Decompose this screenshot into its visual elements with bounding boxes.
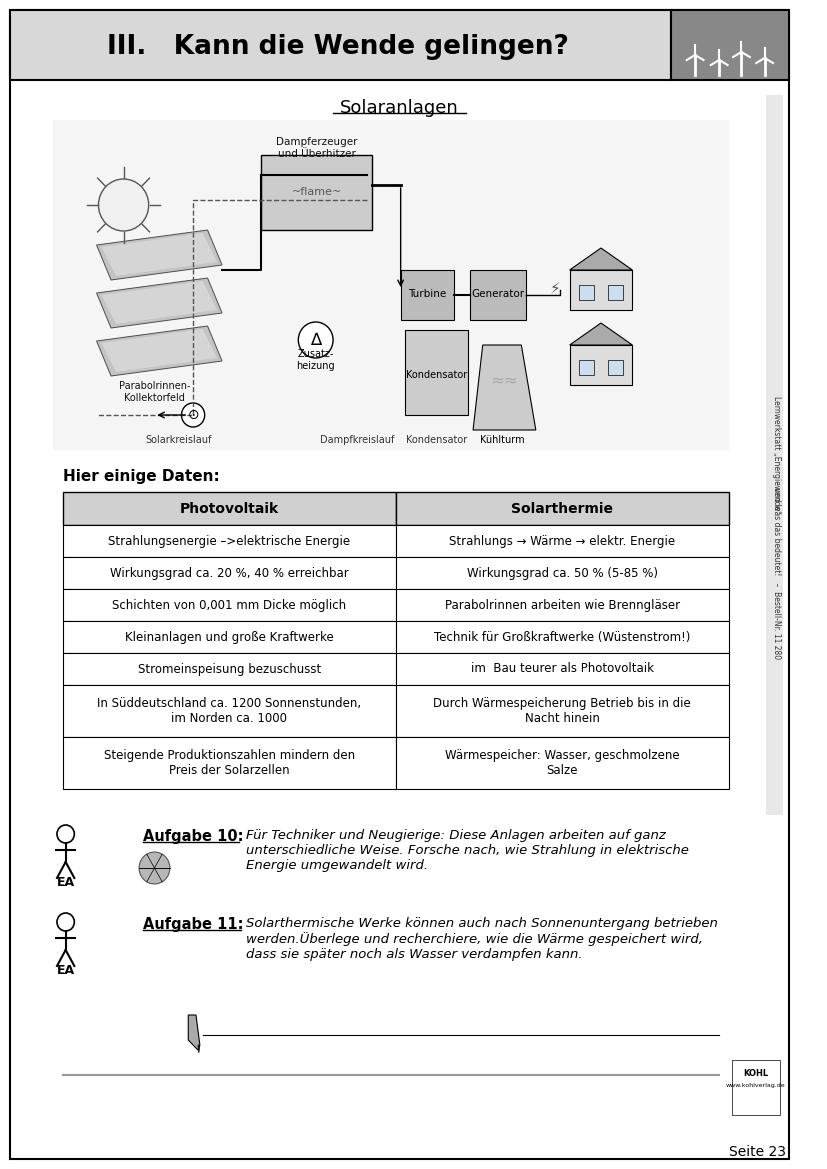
Bar: [63, 589, 396, 621]
Polygon shape: [473, 345, 536, 430]
Polygon shape: [102, 328, 218, 372]
Text: ≈≈: ≈≈: [490, 371, 518, 389]
Bar: [405, 330, 468, 415]
Bar: [53, 120, 729, 450]
Bar: [396, 492, 729, 525]
Bar: [570, 270, 633, 310]
Bar: [63, 685, 396, 736]
Text: www.kohlverlag.de: www.kohlverlag.de: [726, 1084, 786, 1088]
Bar: [10, 11, 671, 79]
Text: III.   Kann die Wende gelingen?: III. Kann die Wende gelingen?: [107, 34, 569, 60]
Text: Strahlungs → Wärme → elektr. Energie: Strahlungs → Wärme → elektr. Energie: [449, 534, 676, 547]
Text: In Süddeutschland ca. 1200 Sonnenstunden,
im Norden ca. 1000: In Süddeutschland ca. 1200 Sonnenstunden…: [98, 697, 361, 725]
Bar: [396, 525, 729, 556]
Text: Lernwerkstatt „Energiewende“: Lernwerkstatt „Energiewende“: [772, 396, 781, 514]
Polygon shape: [570, 323, 633, 345]
Text: Dampfkreislauf: Dampfkreislauf: [320, 435, 394, 445]
Text: Zusatz-
heizung: Zusatz- heizung: [296, 350, 335, 371]
Text: Dampferzeuger
und Überhitzer: Dampferzeuger und Überhitzer: [276, 137, 357, 159]
Text: Aufgabe 11:: Aufgabe 11:: [143, 916, 243, 932]
Text: ∆: ∆: [310, 331, 321, 350]
Bar: [396, 621, 729, 653]
Bar: [396, 653, 729, 685]
Text: Steigende Produktionszahlen mindern den
Preis der Solarzellen: Steigende Produktionszahlen mindern den …: [103, 749, 355, 777]
Bar: [396, 685, 729, 736]
Bar: [579, 360, 594, 375]
Bar: [471, 270, 526, 320]
Bar: [400, 270, 454, 320]
Text: Kleinanlagen und große Kraftwerke: Kleinanlagen und große Kraftwerke: [125, 630, 333, 643]
Bar: [608, 285, 623, 300]
Text: Solaranlagen: Solaranlagen: [341, 99, 459, 117]
Circle shape: [57, 825, 74, 843]
Text: Photovoltaik: Photovoltaik: [179, 502, 279, 516]
Text: Solarthermische Werke können auch nach Sonnenuntergang betrieben
werden.Überlege: Solarthermische Werke können auch nach S…: [246, 916, 718, 961]
Text: Strahlungsenergie –>elektrische Energie: Strahlungsenergie –>elektrische Energie: [108, 534, 351, 547]
Bar: [63, 492, 396, 525]
Bar: [608, 360, 623, 375]
Bar: [732, 1060, 780, 1115]
Text: Wärmespeicher: Wasser, geschmolzene
Salze: Wärmespeicher: Wasser, geschmolzene Salz…: [445, 749, 680, 777]
Text: Schichten von 0,001 mm Dicke möglich: Schichten von 0,001 mm Dicke möglich: [112, 599, 347, 611]
Text: EA: EA: [56, 963, 74, 976]
Polygon shape: [189, 1015, 200, 1050]
Text: Turbine: Turbine: [408, 289, 446, 299]
Text: Parabolrinnen-
Kollektorfeld: Parabolrinnen- Kollektorfeld: [119, 381, 190, 403]
Bar: [396, 736, 729, 789]
Text: Für Techniker und Neugierige: Diese Anlagen arbeiten auf ganz
unterschiedliche W: Für Techniker und Neugierige: Diese Anla…: [246, 829, 689, 872]
Bar: [570, 345, 633, 385]
Bar: [63, 621, 396, 653]
Polygon shape: [198, 1045, 200, 1053]
Bar: [63, 556, 396, 589]
Text: Technik für Großkraftwerke (Wüstenstrom!): Technik für Großkraftwerke (Wüstenstrom!…: [434, 630, 691, 643]
Text: Wirkungsgrad ca. 50 % (5-85 %): Wirkungsgrad ca. 50 % (5-85 %): [467, 567, 657, 580]
Text: im  Bau teurer als Photovoltaik: im Bau teurer als Photovoltaik: [471, 663, 654, 676]
Bar: [396, 589, 729, 621]
Bar: [766, 95, 783, 815]
Text: Aufgabe 10:: Aufgabe 10:: [143, 829, 243, 844]
Text: Durch Wärmespeicherung Betrieb bis in die
Nacht hinein: Durch Wärmespeicherung Betrieb bis in di…: [433, 697, 691, 725]
Polygon shape: [102, 233, 218, 276]
Text: EA: EA: [56, 876, 74, 888]
Circle shape: [57, 913, 74, 931]
Text: Kühlturm: Kühlturm: [480, 435, 524, 445]
Bar: [396, 556, 729, 589]
Text: Solarkreislauf: Solarkreislauf: [146, 435, 212, 445]
Circle shape: [98, 179, 149, 231]
Circle shape: [181, 403, 204, 427]
Circle shape: [299, 321, 333, 358]
Text: Parabolrinnen arbeiten wie Brenngläser: Parabolrinnen arbeiten wie Brenngläser: [445, 599, 680, 611]
Bar: [63, 736, 396, 789]
Text: Hier einige Daten:: Hier einige Daten:: [63, 470, 219, 484]
Polygon shape: [102, 281, 218, 324]
Text: ⚡: ⚡: [550, 281, 561, 296]
Text: Solarthermie: Solarthermie: [511, 502, 614, 516]
Text: – und was das bedeutet!   –  Bestell-Nr. 11 280: – und was das bedeutet! – Bestell-Nr. 11…: [772, 480, 781, 659]
Text: Kondensator: Kondensator: [406, 371, 467, 380]
Text: Kondensator: Kondensator: [406, 435, 467, 445]
Bar: [63, 525, 396, 556]
Bar: [63, 653, 396, 685]
Bar: [671, 11, 789, 79]
Polygon shape: [97, 230, 222, 281]
Bar: [261, 155, 371, 230]
Text: KOHL: KOHL: [743, 1068, 768, 1078]
Text: ⊙: ⊙: [187, 408, 199, 422]
Polygon shape: [97, 278, 222, 328]
Circle shape: [139, 852, 170, 884]
Text: ~flame~: ~flame~: [292, 187, 342, 198]
Text: Generator: Generator: [471, 289, 525, 299]
Polygon shape: [97, 326, 222, 376]
Polygon shape: [570, 248, 633, 270]
Bar: [579, 285, 594, 300]
Text: Stromeinspeisung bezuschusst: Stromeinspeisung bezuschusst: [137, 663, 321, 676]
Text: Seite 23: Seite 23: [729, 1144, 786, 1158]
Text: Wirkungsgrad ca. 20 %, 40 % erreichbar: Wirkungsgrad ca. 20 %, 40 % erreichbar: [110, 567, 349, 580]
